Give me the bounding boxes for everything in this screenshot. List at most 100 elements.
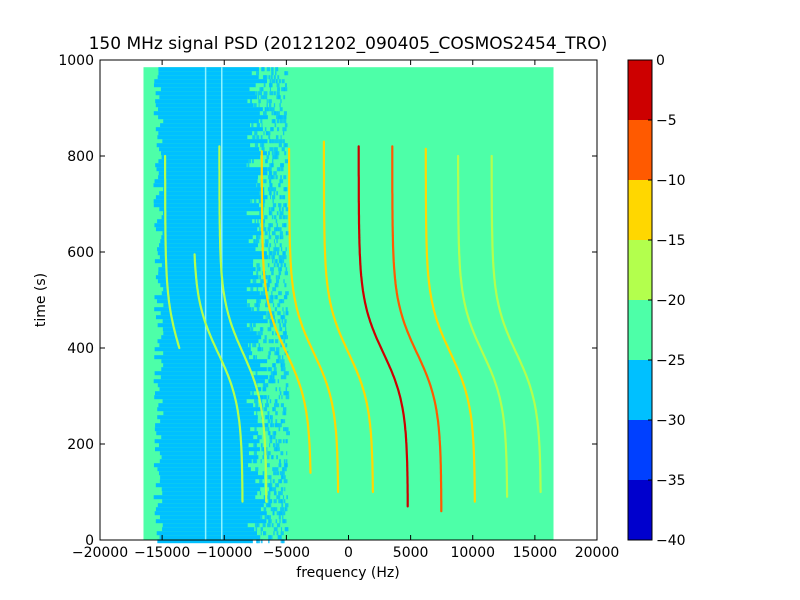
noise-speck xyxy=(264,127,267,132)
noise-speck xyxy=(267,463,270,468)
noise-speck xyxy=(270,455,274,460)
noise-speck xyxy=(249,99,253,104)
noise-speck xyxy=(265,275,267,280)
colorbar-segment xyxy=(628,300,652,360)
x-tick-label: 20000 xyxy=(575,545,620,561)
noise-row xyxy=(155,163,247,168)
noise-speck xyxy=(277,87,280,92)
noise-speck xyxy=(275,295,278,300)
noise-speck xyxy=(280,419,283,424)
noise-speck xyxy=(270,139,274,144)
noise-speck xyxy=(271,523,274,528)
noise-speck xyxy=(262,383,266,388)
noise-row xyxy=(162,491,258,496)
noise-row xyxy=(154,259,254,264)
noise-speck xyxy=(271,271,274,276)
noise-row xyxy=(158,471,259,476)
noise-row xyxy=(157,503,264,508)
noise-row xyxy=(158,443,249,448)
noise-speck xyxy=(274,155,276,160)
noise-row xyxy=(161,435,254,440)
noise-speck xyxy=(275,135,279,140)
y-axis-label: time (s) xyxy=(33,273,49,327)
noise-speck xyxy=(285,459,288,464)
noise-speck xyxy=(261,67,265,72)
noise-speck xyxy=(271,311,275,316)
noise-speck xyxy=(270,195,272,200)
noise-speck xyxy=(275,235,279,240)
noise-speck xyxy=(279,535,282,540)
noise-speck xyxy=(267,327,272,332)
noise-speck xyxy=(268,379,272,384)
noise-speck xyxy=(272,443,275,448)
noise-speck xyxy=(280,255,285,260)
noise-speck xyxy=(264,407,266,412)
noise-speck xyxy=(259,275,261,280)
noise-row xyxy=(161,155,261,160)
noise-speck xyxy=(269,91,274,96)
noise-speck xyxy=(253,323,256,328)
noise-speck xyxy=(285,311,289,316)
noise-speck xyxy=(276,91,280,96)
noise-row xyxy=(162,231,263,236)
doppler-trace xyxy=(424,147,476,503)
noise-speck xyxy=(256,239,260,244)
noise-speck xyxy=(267,523,271,528)
noise-speck xyxy=(282,495,285,500)
noise-speck xyxy=(275,519,278,524)
noise-row xyxy=(154,79,267,84)
noise-speck xyxy=(280,527,283,532)
noise-speck xyxy=(266,383,269,388)
noise-speck xyxy=(251,307,254,312)
noise-speck xyxy=(279,119,283,124)
noise-speck xyxy=(280,451,284,456)
noise-speck xyxy=(273,527,278,532)
noise-speck xyxy=(279,115,284,120)
noise-speck xyxy=(282,251,286,256)
noise-speck xyxy=(267,315,271,320)
noise-speck xyxy=(276,239,278,244)
noise-speck xyxy=(261,403,263,408)
noise-speck xyxy=(281,363,284,368)
noise-speck xyxy=(263,95,268,100)
noise-speck xyxy=(275,71,277,76)
noise-speck xyxy=(285,343,288,348)
noise-speck xyxy=(268,251,272,256)
y-tick-label: 200 xyxy=(67,437,94,453)
noise-speck xyxy=(268,351,271,356)
noise-speck xyxy=(256,411,258,416)
noise-speck xyxy=(254,399,258,404)
noise-speck xyxy=(272,155,275,160)
noise-speck xyxy=(263,531,265,536)
noise-row xyxy=(153,199,251,204)
y-tick-label: 1000 xyxy=(58,53,94,69)
colorbar-segment xyxy=(628,420,652,480)
noise-row xyxy=(162,139,268,144)
noise-speck xyxy=(263,451,265,456)
noise-speck xyxy=(278,255,281,260)
noise-speck xyxy=(254,143,259,148)
noise-speck xyxy=(285,387,288,392)
noise-speck xyxy=(274,259,278,264)
noise-row xyxy=(163,351,253,356)
noise-speck xyxy=(278,499,283,504)
noise-speck xyxy=(275,347,280,352)
noise-speck xyxy=(282,331,286,336)
noise-speck xyxy=(274,371,278,376)
noise-speck xyxy=(281,335,283,340)
noise-speck xyxy=(271,255,275,260)
noise-speck xyxy=(272,199,274,204)
noise-speck xyxy=(269,171,272,176)
noise-speck xyxy=(278,291,280,296)
noise-speck xyxy=(276,67,279,72)
noise-speck xyxy=(267,455,270,460)
noise-speck xyxy=(272,287,277,292)
noise-speck xyxy=(269,295,273,300)
noise-speck xyxy=(272,479,275,484)
series-layer xyxy=(164,140,542,513)
noise-speck xyxy=(267,491,271,496)
noise-speck xyxy=(274,307,277,312)
noise-speck xyxy=(281,87,286,92)
noise-speck xyxy=(280,487,284,492)
noise-speck xyxy=(257,95,260,100)
